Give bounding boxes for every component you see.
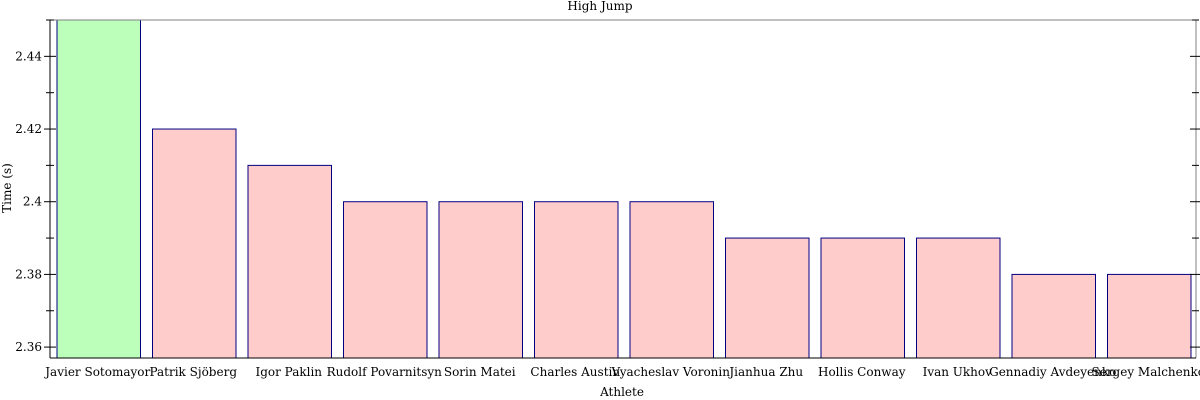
y-tick-label: 2.4	[23, 195, 42, 209]
x-tick-label: Rudolf Povarnitsyn	[327, 365, 443, 379]
bars-group	[56, 19, 1192, 359]
y-tick-label: 2.44	[15, 49, 42, 63]
chart-title: High Jump	[567, 0, 632, 13]
y-axis-label: Time (s)	[0, 163, 14, 213]
x-tick-label: Ivan Ukhov	[923, 365, 993, 379]
bar-12	[1107, 273, 1192, 359]
bar-8	[725, 237, 810, 359]
x-tick-label: Igor Paklin	[255, 365, 322, 379]
x-tick-label: Sorin Matei	[444, 365, 516, 379]
x-tick-label: Jianhua Zhu	[727, 365, 803, 379]
bar-9	[820, 237, 905, 359]
bar-3	[247, 164, 332, 359]
bar-4	[343, 201, 428, 359]
x-tick-label: Patrik Sjöberg	[149, 365, 237, 379]
axes-group: 2.36 2.38 2.4 2.42 2.44	[15, 19, 1200, 359]
y-tick-label: 2.42	[15, 122, 42, 136]
x-tick-label: Gennadiy Avdeyenko	[989, 365, 1116, 379]
bar-7	[629, 201, 714, 359]
y-tick-label: 2.36	[15, 340, 42, 354]
bar-11	[1011, 273, 1096, 359]
x-tick-label: Sergey Malchenko	[1092, 365, 1200, 379]
bar-10	[916, 237, 1001, 359]
x-tick-label: Vyacheslav Voronin	[611, 365, 731, 379]
bar-1	[56, 19, 141, 359]
x-tick-label: Javier Sotomayor	[43, 365, 150, 379]
bar-2	[152, 128, 237, 359]
y-tick-label: 2.38	[15, 267, 42, 281]
x-tick-label: Hollis Conway	[818, 365, 906, 379]
bar-5	[438, 201, 523, 359]
x-tick-labels: Javier Sotomayor Patrik Sjöberg Igor Pakli…	[43, 365, 1200, 379]
x-tick-label: Charles Austin	[530, 365, 620, 379]
x-axis-label: Athlete	[599, 385, 644, 399]
bar-6	[534, 201, 619, 359]
